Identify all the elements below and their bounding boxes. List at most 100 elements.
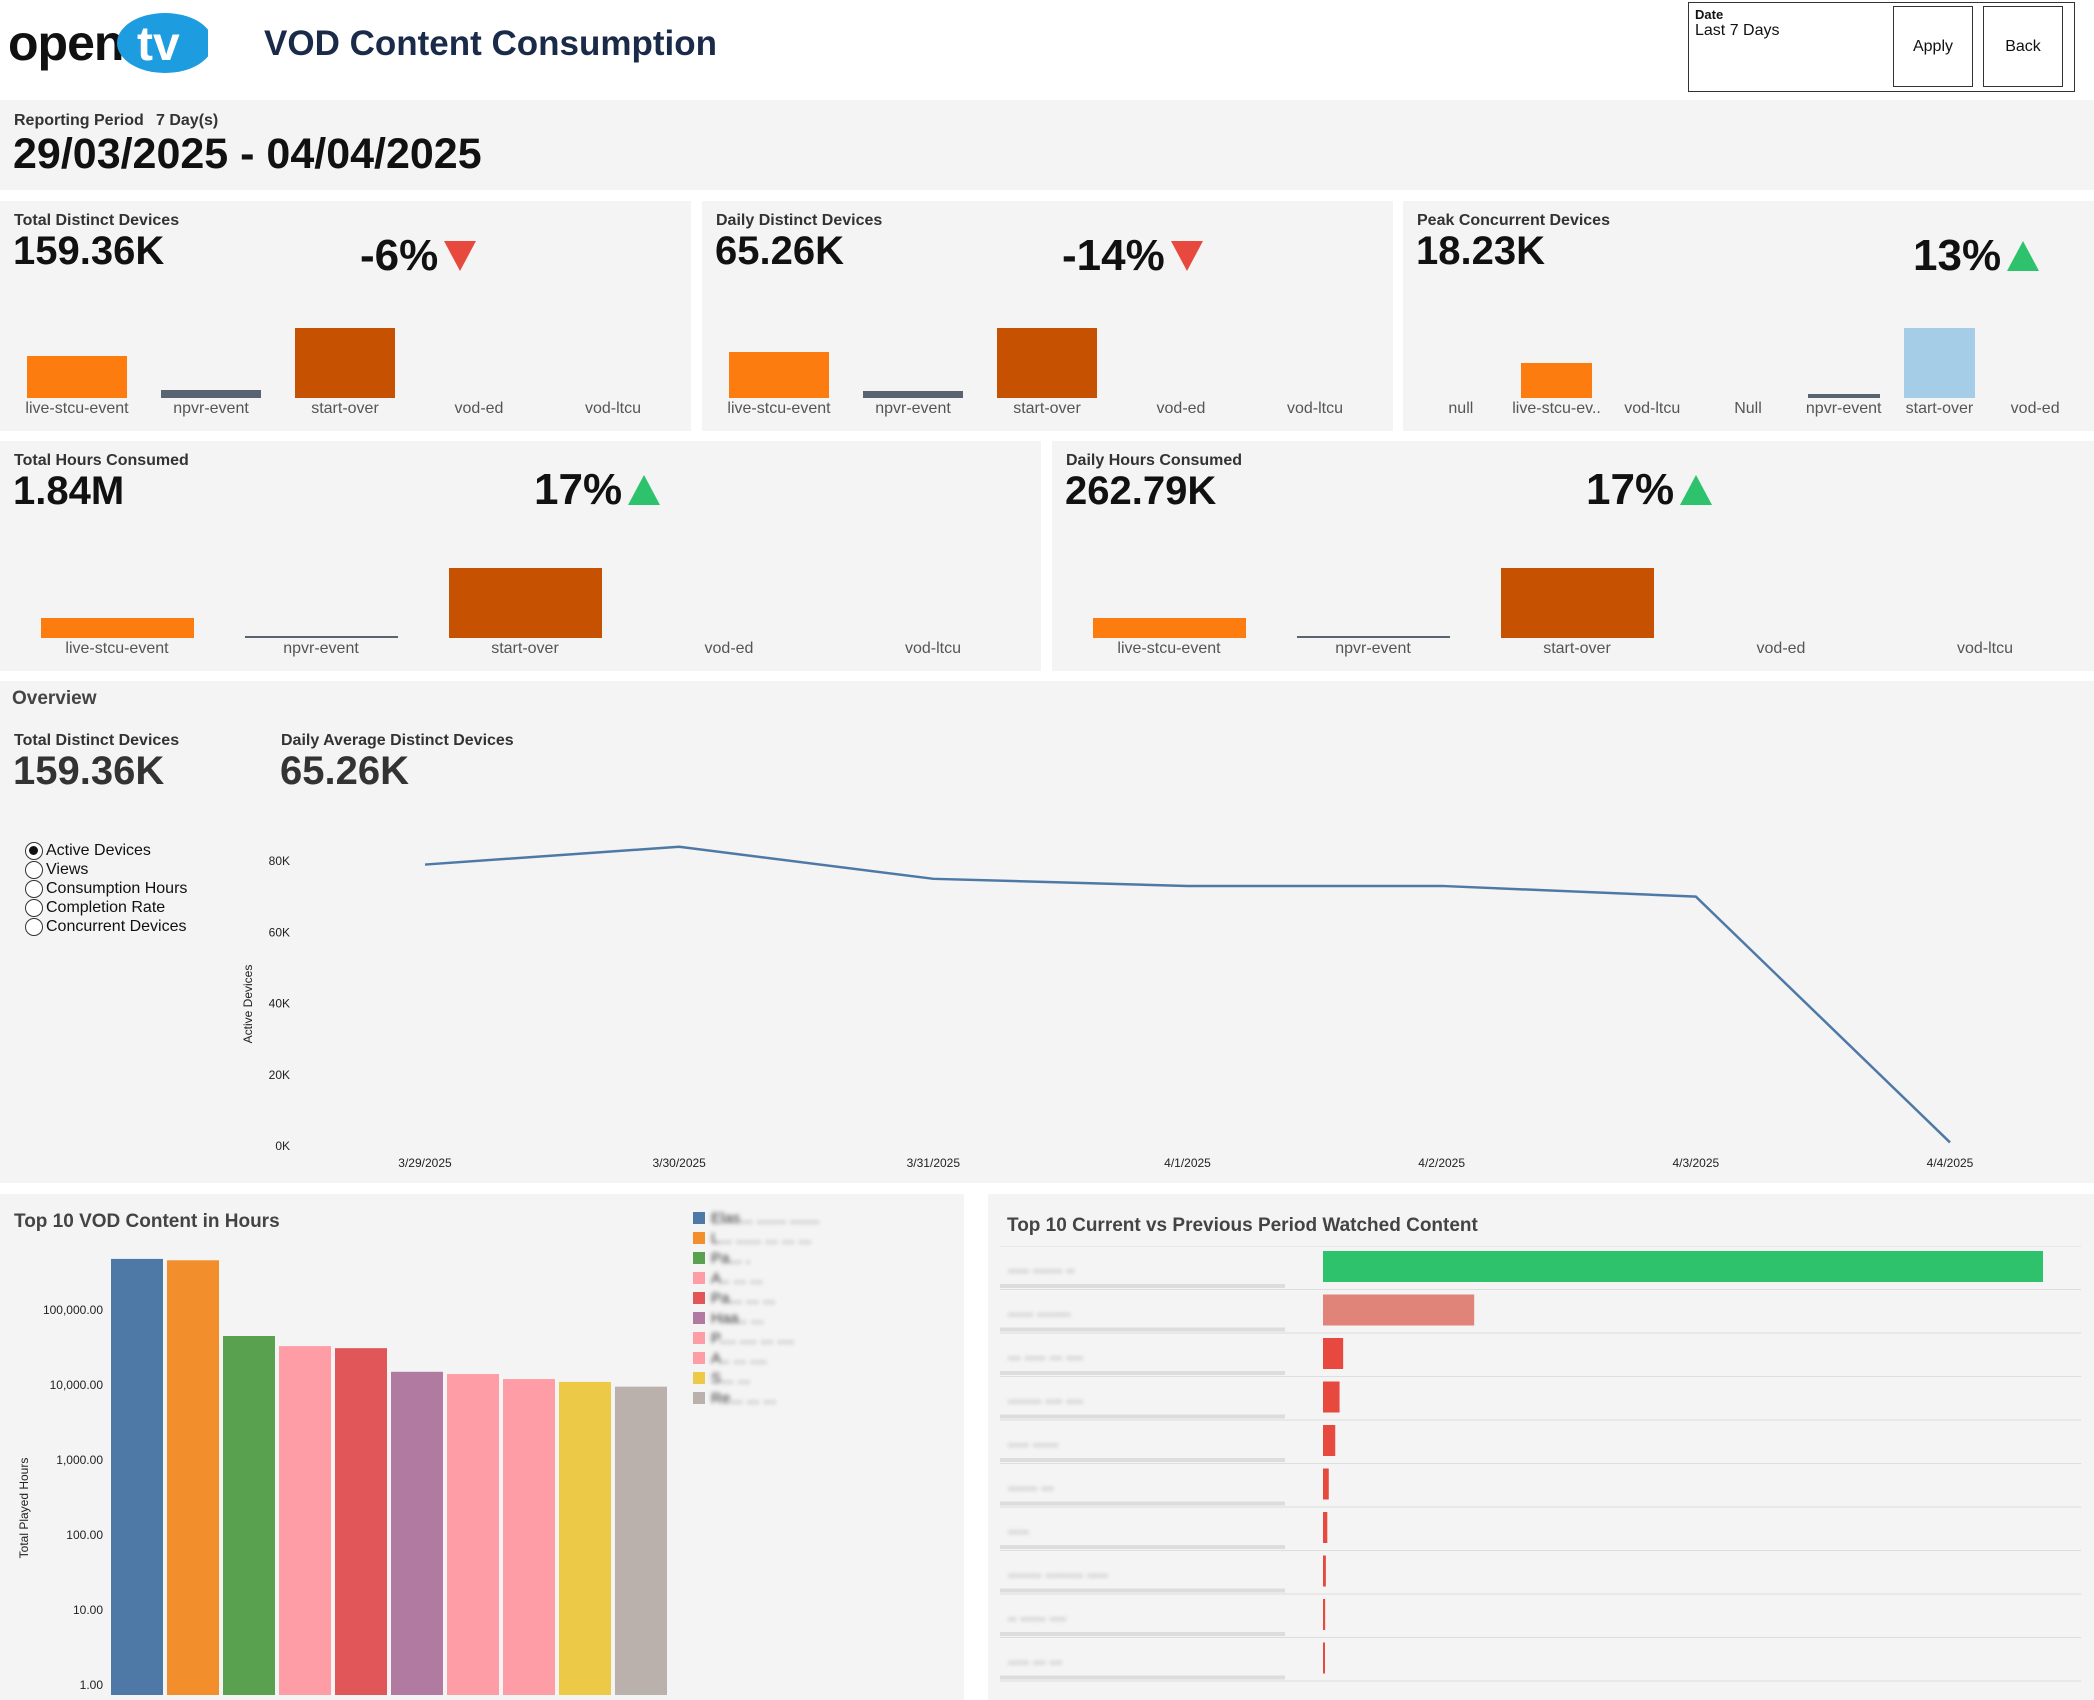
row-underline (1000, 1327, 1285, 1332)
top10-compare-bar-chart: ..... ....... ........ ........... .....… (1000, 1246, 2081, 1682)
kpi-bar[interactable] (244, 636, 398, 638)
kpi-bar-label: live-stcu-event (25, 400, 129, 417)
kpi-bar-label: null (1448, 400, 1474, 417)
kpi-bar-label: npvr-event (875, 400, 951, 417)
radio-button[interactable] (25, 860, 43, 879)
radio-button[interactable] (25, 898, 43, 917)
row-underline (1000, 1284, 1285, 1288)
kpi-value: 18.23K (1416, 229, 1545, 273)
kpi-bar[interactable] (1903, 328, 1976, 398)
kpi-daily-distinct-devices: Daily Distinct Devices 65.26K -14% live-… (702, 201, 1393, 431)
date-filter-box: Date Last 7 Days Apply Back (1688, 2, 2075, 92)
kpi-bar[interactable] (1092, 618, 1246, 638)
radio-button[interactable] (25, 879, 43, 898)
active-devices-line-chart: 0K 20K 40K 60K 80K Active Devices 3/29/2025 3/3… (241, 845, 1974, 1170)
y-axis-label: Total Played Hours (17, 1458, 31, 1559)
legend-item[interactable]: Elas... ....... ....... (693, 1208, 819, 1228)
kpi-bar[interactable] (1520, 363, 1593, 398)
overview-panel: Overview Total Distinct Devices 159.36K … (0, 681, 2094, 1183)
kpi-bar-label: vod-ltcu (1956, 640, 2014, 657)
vod-bar (167, 1260, 219, 1695)
kpi-bar[interactable] (862, 391, 964, 398)
kpi-value: 1.84M (13, 469, 125, 513)
kpi-bar-label: vod-ed (704, 640, 754, 657)
legend-item[interactable]: Pa... ... ... (693, 1288, 819, 1308)
kpi-label: Daily Distinct Devices (716, 212, 883, 229)
kpi-total-distinct-devices: Total Distinct Devices 159.36K -6% live-… (0, 201, 691, 431)
decrease-arrow-icon (1170, 241, 1203, 271)
date-filter-select[interactable]: Last 7 Days (1695, 22, 1780, 39)
legend-item[interactable]: A.. ... .... (693, 1348, 819, 1368)
kpi-bar[interactable] (40, 618, 194, 638)
metric-radio-option[interactable]: Consumption Hours (25, 879, 187, 898)
kpi-bar-label: npvr-event (1805, 400, 1882, 417)
legend-swatch (693, 1292, 705, 1304)
kpi-change: 13% (1913, 231, 2002, 280)
kpi-bar-label: start-over (1543, 640, 1611, 657)
row-underline (1000, 1545, 1285, 1549)
kpi-bar[interactable] (1500, 568, 1654, 638)
legend-item[interactable]: S... ... (693, 1368, 819, 1388)
metric-radio-option[interactable]: Concurrent Devices (25, 917, 187, 936)
legend-item[interactable]: Pa... . (693, 1248, 819, 1268)
kpi-label: Peak Concurrent Devices (1417, 212, 1610, 229)
y-tick-label: 100,000.00 (43, 1303, 103, 1317)
legend-item[interactable]: A.. ... ... (693, 1268, 819, 1288)
kpi-bar[interactable] (294, 328, 396, 398)
y-tick-label: 10.00 (73, 1603, 103, 1617)
overview-total-value: 159.36K (13, 749, 165, 793)
legend-label: S... ... (711, 1369, 751, 1387)
legend-item[interactable]: Haa.. ... (693, 1308, 819, 1328)
kpi-minichart: live-stcu-event npvr-event start-over vod-e… (1067, 501, 2087, 661)
kpi-label: Total Hours Consumed (14, 452, 189, 469)
content-title: ...... ........ (1008, 1303, 1071, 1320)
top10-vod-legend: Elas... ....... ....... L... ...... ... .… (693, 1208, 819, 1408)
row-underline (1000, 1588, 1285, 1593)
vod-bar (559, 1381, 611, 1695)
reporting-period-days: 7 Day(s) (156, 112, 219, 129)
kpi-bar[interactable] (448, 568, 602, 638)
date-filter-label: Date (1695, 7, 1724, 22)
reporting-period-range: 29/03/2025 - 04/04/2025 (13, 130, 482, 178)
vod-bar (279, 1346, 331, 1695)
radio-button[interactable] (25, 841, 43, 860)
opentv-logo: open tv (8, 13, 208, 73)
content-title: ..... ... ... (1008, 1651, 1062, 1668)
kpi-label: Total Distinct Devices (14, 212, 180, 229)
reporting-period-panel: Reporting Period 7 Day(s) 29/03/2025 - 0… (0, 100, 2094, 190)
compare-bar (1323, 1642, 1325, 1674)
legend-item[interactable]: L... ...... ... ... ... (693, 1228, 819, 1248)
increase-arrow-icon (1680, 475, 1713, 505)
kpi-bar-label: start-over (491, 640, 559, 657)
legend-item[interactable]: P.... .... ... .... (693, 1328, 819, 1348)
overview-avg-value: 65.26K (280, 749, 409, 793)
kpi-bar-label: vod-ed (1156, 400, 1206, 417)
legend-label: L... ...... ... ... ... (711, 1229, 812, 1247)
kpi-value: 262.79K (1065, 469, 1217, 513)
kpi-bar[interactable] (1296, 636, 1450, 638)
content-title: ....... ... (1008, 1477, 1054, 1494)
kpi-bar[interactable] (728, 351, 830, 398)
kpi-change: 17% (534, 465, 623, 514)
y-axis-label: Active Devices (241, 965, 255, 1044)
kpi-bar[interactable] (160, 389, 262, 398)
kpi-bar[interactable] (996, 328, 1098, 398)
overview-title: Overview (12, 688, 97, 709)
legend-item[interactable]: Re... ... ... (693, 1388, 819, 1408)
radio-button[interactable] (25, 917, 43, 936)
metric-radio-label: Views (46, 860, 89, 878)
row-underline (1000, 1414, 1285, 1419)
kpi-bar[interactable] (26, 356, 128, 398)
kpi-minichart: live-stcu-event npvr-event start-over vod-e… (15, 501, 1035, 661)
legend-swatch (693, 1392, 705, 1404)
metric-radio-option[interactable]: Views (25, 860, 187, 879)
row-underline (1000, 1458, 1285, 1462)
apply-button[interactable]: Apply (1893, 6, 1973, 87)
kpi-bar[interactable] (1807, 393, 1880, 398)
metric-radio-option[interactable]: Completion Rate (25, 898, 187, 917)
metric-radio-option[interactable]: Active Devices (25, 841, 187, 860)
kpi-label: Daily Hours Consumed (1066, 452, 1243, 469)
back-button[interactable]: Back (1983, 6, 2063, 87)
kpi-bar-label: npvr-event (283, 640, 359, 657)
kpi-bar-label: vod-ed (2010, 400, 2060, 417)
